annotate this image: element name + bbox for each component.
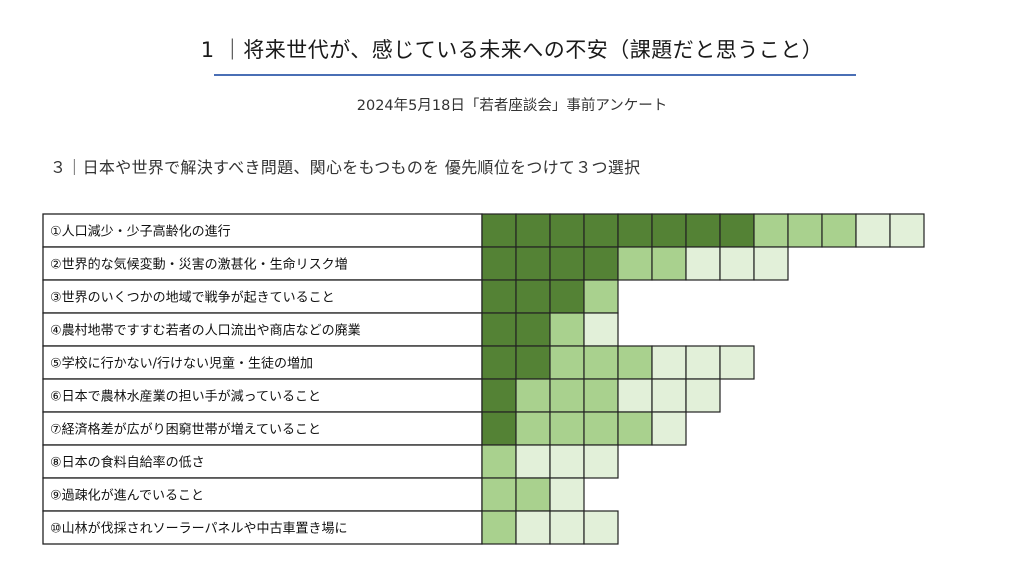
vote-cell-rank-3 xyxy=(889,213,925,248)
vote-cell-rank-3 xyxy=(549,444,585,479)
category-label: ⑦経済格差が広がり困窮世帯が増えていること xyxy=(50,422,321,438)
vote-cell-rank-2 xyxy=(583,411,619,446)
vote-cell-rank-1 xyxy=(617,213,653,248)
vote-cell-rank-3 xyxy=(855,213,891,248)
vote-cell-rank-3 xyxy=(617,378,653,413)
category-label: ①人口減少・少子高齢化の進行 xyxy=(50,224,231,240)
vote-cell-rank-2 xyxy=(481,510,517,545)
vote-cell-rank-3 xyxy=(651,378,687,413)
vote-cell-rank-2 xyxy=(515,411,551,446)
vote-cell-rank-2 xyxy=(583,378,619,413)
vote-cell-rank-1 xyxy=(515,279,551,314)
vote-cell-rank-2 xyxy=(481,477,517,512)
row-label-cell xyxy=(42,510,483,545)
category-label: ④農村地帯ですすむ若者の人口流出や商店などの廃業 xyxy=(50,323,361,339)
vote-cell-rank-3 xyxy=(583,444,619,479)
page-title: 1 ｜将来世代が、感じている未来への不安（課題だと思うこと） xyxy=(200,38,824,62)
vote-cell-rank-1 xyxy=(481,312,517,347)
vote-cell-rank-3 xyxy=(651,345,687,380)
vote-cell-rank-3 xyxy=(651,411,687,446)
vote-cell-rank-1 xyxy=(549,246,585,281)
vote-cell-rank-1 xyxy=(481,279,517,314)
vote-cell-rank-2 xyxy=(549,378,585,413)
vote-cell-rank-1 xyxy=(481,378,517,413)
vote-cell-rank-3 xyxy=(685,246,721,281)
row-label-cell xyxy=(42,444,483,479)
vote-cell-rank-3 xyxy=(549,510,585,545)
row-label-cell xyxy=(42,279,483,314)
row-label-cell xyxy=(42,246,483,281)
row-label-cell xyxy=(42,345,483,380)
vote-cell-rank-2 xyxy=(583,279,619,314)
vote-cell-rank-2 xyxy=(787,213,823,248)
category-label: ②世界的な気候変動・災害の激甚化・生命リスク増 xyxy=(50,257,348,273)
row-label-cell xyxy=(42,411,483,446)
vote-cell-rank-2 xyxy=(617,411,653,446)
vote-cell-rank-2 xyxy=(617,345,653,380)
vote-cell-rank-1 xyxy=(515,312,551,347)
vote-cell-rank-1 xyxy=(481,246,517,281)
page-subtitle: 2024年5月18日「若者座談会」事前アンケート xyxy=(356,98,668,114)
vote-cell-rank-3 xyxy=(685,378,721,413)
vote-cell-rank-3 xyxy=(719,345,755,380)
vote-cell-rank-1 xyxy=(481,411,517,446)
category-label: ⑩山林が伐採されソーラーパネルや中古車置き場に xyxy=(50,522,348,537)
vote-cell-rank-3 xyxy=(549,477,585,512)
vote-cell-rank-3 xyxy=(685,345,721,380)
vote-cell-rank-3 xyxy=(583,312,619,347)
title-underline xyxy=(214,74,856,76)
vote-cell-rank-2 xyxy=(651,246,687,281)
vote-cell-rank-3 xyxy=(719,246,755,281)
vote-cell-rank-2 xyxy=(515,477,551,512)
vote-cell-rank-1 xyxy=(549,213,585,248)
vote-cell-rank-2 xyxy=(515,378,551,413)
category-label: ⑥日本で農林水産業の担い手が減っていること xyxy=(50,389,321,405)
category-label: ⑧日本の食料自給率の低さ xyxy=(50,455,205,471)
vote-cell-rank-1 xyxy=(583,246,619,281)
row-label-cell xyxy=(42,378,483,413)
vote-cell-rank-3 xyxy=(515,444,551,479)
vote-cell-rank-1 xyxy=(583,213,619,248)
vote-cell-rank-2 xyxy=(481,444,517,479)
vote-cell-rank-3 xyxy=(515,510,551,545)
vote-cell-rank-3 xyxy=(753,246,789,281)
vote-cell-rank-2 xyxy=(617,246,653,281)
vote-cell-rank-1 xyxy=(549,279,585,314)
vote-cell-rank-1 xyxy=(719,213,755,248)
vote-cell-rank-1 xyxy=(481,213,517,248)
vote-cell-rank-3 xyxy=(583,510,619,545)
vote-cell-rank-2 xyxy=(549,345,585,380)
vote-cell-rank-2 xyxy=(549,411,585,446)
question-text: ３｜日本や世界で解決すべき問題、関心をもつものを 優先順位をつけて３つ選択 xyxy=(50,158,641,177)
category-label: ⑤学校に行かない/行けない児童・生徒の増加 xyxy=(50,356,313,372)
vote-cell-rank-1 xyxy=(515,213,551,248)
vote-cell-rank-2 xyxy=(753,213,789,248)
vote-cell-rank-2 xyxy=(583,345,619,380)
vote-cell-rank-1 xyxy=(685,213,721,248)
vote-cell-rank-2 xyxy=(821,213,857,248)
vote-cell-rank-1 xyxy=(481,345,517,380)
vote-cell-rank-1 xyxy=(515,246,551,281)
vote-cell-rank-1 xyxy=(651,213,687,248)
category-label: ⑨過疎化が進んでいること xyxy=(50,489,204,504)
category-label: ③世界のいくつかの地域で戦争が起きていること xyxy=(50,291,335,306)
vote-cell-rank-2 xyxy=(549,312,585,347)
vote-cell-rank-1 xyxy=(515,345,551,380)
